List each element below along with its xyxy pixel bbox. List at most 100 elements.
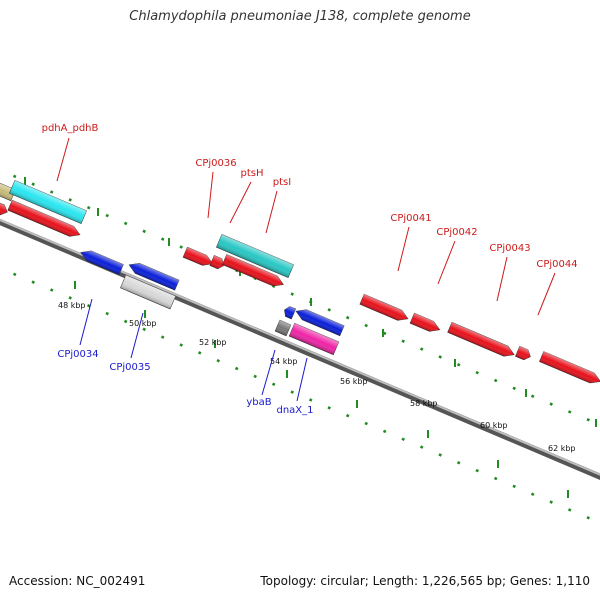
gene-label[interactable]: pdhA_pdhB [42,123,99,134]
scale-dot [253,374,257,379]
scale-dot [419,347,424,351]
scale-dot [401,437,405,442]
feature-ybaB-small[interactable] [282,305,297,320]
scale-dot [142,229,146,234]
gene-label-leader [207,171,214,219]
scale-dot [49,288,54,292]
gene-label-leader [537,272,556,316]
feature-ptsI[interactable] [222,254,285,289]
feature-olive[interactable] [0,180,16,202]
feature-dnaX-blue[interactable] [294,306,345,337]
scale-dot [123,221,128,226]
feature-ybaB[interactable] [274,319,292,337]
scale-dot [364,323,368,328]
gene-label[interactable]: CPj0041 [390,213,431,224]
gene-label-leader [437,240,456,285]
scale-dot [401,339,405,344]
scale-dot [586,516,590,520]
feature-gray[interactable] [120,274,176,310]
scale-dot [345,413,350,418]
feature-CPj0041[interactable] [359,293,410,324]
scale-label: 60 kbp [480,421,508,430]
scale-dot [197,351,202,355]
feature-ptsI-teal[interactable] [216,233,294,279]
scale-dot [327,406,331,410]
scale-dot [345,315,350,320]
feature-CPj0034[interactable] [79,247,124,275]
scale-dot [493,378,498,383]
gene-label-leader [261,349,276,396]
scale-dot [31,182,35,186]
scale-label: 62 kbp [548,444,576,453]
scale-dot [123,319,128,324]
gene-label-leader [79,298,93,346]
gene-label[interactable]: CPj0043 [489,243,530,254]
scale-dot [12,174,17,179]
scale-dot [160,335,165,339]
scale-dot [105,311,109,316]
feature-ptsH[interactable] [209,255,226,270]
scale-label: 56 kbp [340,377,368,386]
scale-dot [456,363,461,367]
gene-label-leader [265,190,278,234]
gene-label-leader [496,256,508,302]
scale-dot [216,358,220,363]
topology-text: Topology: circular; Length: 1,226,565 bp… [260,574,590,588]
gene-label[interactable]: CPj0042 [436,227,477,238]
scale-dot [290,390,294,394]
scale-dot [586,418,590,422]
gene-label[interactable]: dnaX_1 [276,405,313,416]
feature-red[interactable] [7,199,82,240]
feature-CPj0043[interactable] [447,321,517,359]
scale-dot [12,272,17,277]
gene-label-leader [296,357,308,402]
gene-label[interactable]: CPj0034 [57,349,98,360]
scale-dot [512,386,516,391]
feature-CPj0036[interactable] [182,246,215,269]
scale-dot [86,205,91,210]
gene-label[interactable]: CPj0035 [109,362,150,373]
feature-red[interactable] [0,200,10,217]
scale-dot [382,429,387,434]
scale-dot [179,245,183,249]
scale-dot [475,370,479,375]
feature-CPj0044[interactable] [539,351,600,386]
scale-dot [68,296,72,300]
scale-dot [160,237,165,241]
feature-CPj0035[interactable] [127,260,180,291]
scale-dot [512,484,516,489]
scale-dot [530,394,535,398]
scale-dot [86,303,91,308]
lower-scale-track [12,272,590,520]
scale-dot [364,421,368,426]
gene-label[interactable]: ptsH [241,168,264,179]
scale-dot [567,508,572,512]
scale-dot [308,398,313,402]
scale-dot [456,461,461,465]
feature-CPj0042[interactable] [409,312,442,335]
gene-label-leader [229,181,252,224]
scale-dot [31,280,35,284]
gene-label-leader [130,312,144,359]
scale-dot [179,343,183,347]
accession-text: Accession: NC_002491 [9,574,146,588]
feature-CPj0043b[interactable] [515,345,532,362]
gene-label-leader [56,137,70,182]
feature-dnaX-1[interactable] [288,322,340,356]
scale-dot [49,190,54,194]
scale-dot [530,492,535,496]
scale-dot [142,327,146,332]
gene-label[interactable]: ybaB [246,397,271,408]
scale-label: 58 kbp [410,399,438,408]
scale-label: 50 kbp [129,319,157,328]
scale-dot [327,308,331,312]
gene-label[interactable]: ptsI [273,177,291,188]
scale-label: 48 kbp [58,301,86,310]
gene-label[interactable]: CPj0036 [195,158,236,169]
feature-pdhA-pdhB[interactable] [9,179,87,225]
map-title: Chlamydophila pneumoniae J138, complete … [129,9,471,24]
scale-dot [419,445,424,449]
scale-dot [105,213,109,218]
gene-label[interactable]: CPj0044 [536,259,577,270]
